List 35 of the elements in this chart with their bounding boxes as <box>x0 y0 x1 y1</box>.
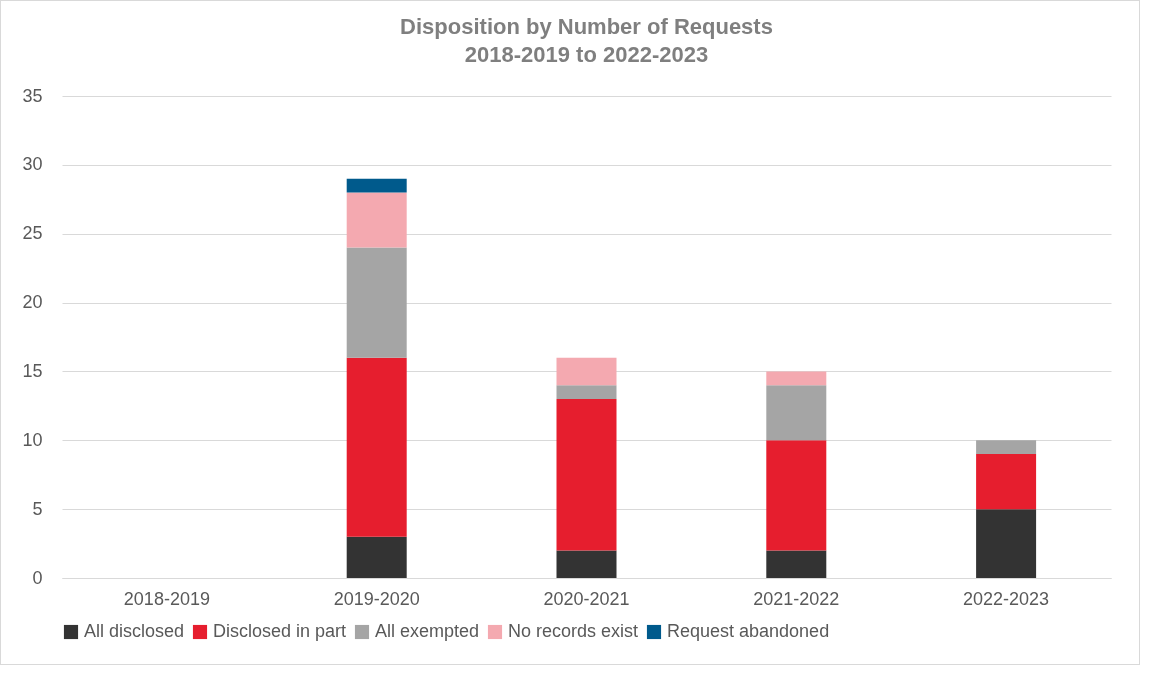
bar <box>346 357 407 537</box>
x-tick-label: 2021-2022 <box>753 588 840 609</box>
bar <box>346 247 407 358</box>
bar <box>766 385 827 441</box>
y-tick-label: 35 <box>22 85 43 106</box>
bar <box>556 357 617 386</box>
x-tick-label: 2022-2023 <box>963 588 1050 609</box>
bar <box>766 440 827 551</box>
legend-label: No records exist <box>508 621 639 641</box>
y-tick-label: 30 <box>22 154 43 175</box>
bar <box>346 192 407 248</box>
legend-label: All exempted <box>375 621 480 641</box>
bar <box>976 440 1037 455</box>
y-tick-label: 25 <box>22 223 43 244</box>
bar <box>556 550 617 578</box>
bar <box>976 509 1037 578</box>
x-tick-label: 2018-2019 <box>123 588 210 609</box>
y-tick-label: 10 <box>22 429 43 450</box>
bar <box>976 454 1037 510</box>
legend-label: Request abandoned <box>667 621 830 641</box>
bar <box>766 550 827 578</box>
y-tick-label: 0 <box>32 567 43 588</box>
bar <box>766 371 827 386</box>
y-tick-label: 20 <box>22 292 43 313</box>
y-tick-label: 15 <box>22 360 43 381</box>
legend-label: All disclosed <box>84 621 185 641</box>
x-tick-label: 2019-2020 <box>333 588 420 609</box>
bar <box>556 398 617 551</box>
y-tick-label: 5 <box>32 498 43 519</box>
x-tick-label: 2020-2021 <box>543 588 630 609</box>
bar <box>346 536 407 578</box>
bar <box>346 178 407 193</box>
chart-title: Disposition by Number of Requests 2018-2019 to 2022-2023 <box>400 14 773 67</box>
bar <box>556 385 617 399</box>
legend-label: Disclosed in part <box>213 621 347 641</box>
